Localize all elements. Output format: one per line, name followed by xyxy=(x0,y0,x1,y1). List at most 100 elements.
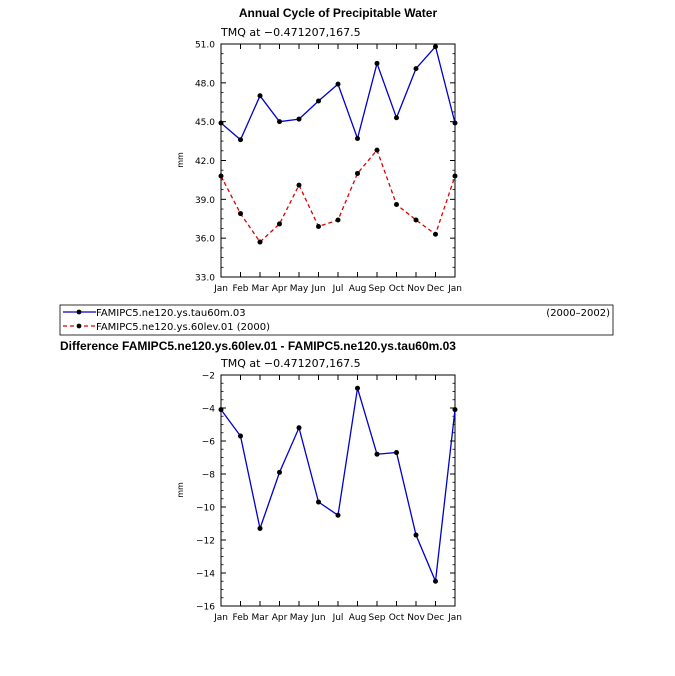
chart2-title: Difference FAMIPC5.ne120.ys.60lev.01 - F… xyxy=(60,339,456,353)
chart2-ylabel: mm xyxy=(176,482,185,498)
chart2-series-1-point xyxy=(394,450,399,456)
chart1-series-1-point xyxy=(238,137,243,143)
chart1-series-2-point xyxy=(355,170,360,176)
chart2-series-1-point xyxy=(238,433,243,439)
legend-marker-series-1 xyxy=(76,309,82,315)
legend-period-series-1: (2000–2002) xyxy=(546,308,610,319)
chart1-series-2-point xyxy=(238,211,243,217)
chart2-ytick-label: −12 xyxy=(196,537,215,547)
chart1-xtick-label: May xyxy=(290,284,309,294)
legend-box xyxy=(59,304,614,336)
chart2-xtick-label: Apr xyxy=(272,613,288,623)
chart1-series-2-point xyxy=(413,217,419,223)
chart1-series-1-point xyxy=(218,120,224,126)
chart1-series-2-point xyxy=(296,182,302,188)
chart1-series-1-point xyxy=(452,120,458,126)
chart2-series xyxy=(218,385,458,584)
chart2-ytick-label: −6 xyxy=(202,438,216,448)
chart2-series-1-point xyxy=(355,385,360,391)
chart2-xtick-label: Dec xyxy=(427,613,444,623)
chart2-ytick-label: −8 xyxy=(202,471,216,481)
chart1-xtick-label: Aug xyxy=(349,284,367,294)
chart1-series-2-point xyxy=(277,221,282,227)
chart2-series-1-point xyxy=(433,578,438,584)
chart2-xtick-label: Jan xyxy=(447,613,462,623)
chart2-series-1-point xyxy=(316,499,321,505)
chart1-series-2-point xyxy=(316,224,321,230)
chart2-ytick-label: −4 xyxy=(202,405,216,415)
chart1-series-line-2 xyxy=(220,148,456,243)
chart1-xtick-label: Jan xyxy=(213,284,228,294)
chart1-xtick-label: Apr xyxy=(272,284,288,294)
chart1-series-1-point xyxy=(257,93,263,99)
chart2-xtick-label: Jul xyxy=(332,613,344,623)
chart1-series-1-point xyxy=(413,66,419,72)
chart1-series-2-point xyxy=(433,231,438,237)
chart1-xtick-label: Jan xyxy=(447,284,462,294)
chart2-xtick-label: Jan xyxy=(213,613,228,623)
chart1-xtick-label: Mar xyxy=(252,284,269,294)
chart1-series-1-point xyxy=(335,81,341,87)
chart2-subtitle: TMQ at −0.471207,167.5 xyxy=(220,357,361,370)
chart1-series-1-point xyxy=(355,135,360,141)
chart1-series-1-point xyxy=(433,44,438,50)
chart2-xtick-label: Aug xyxy=(349,613,367,623)
legend-label-series-1: FAMIPC5.ne120.ys.tau60m.03 xyxy=(96,308,246,319)
chart2-plot-frame xyxy=(220,374,456,607)
chart1-legend: FAMIPC5.ne120.ys.tau60m.03 (2000–2002) F… xyxy=(59,304,614,336)
legend-label-series-2: FAMIPC5.ne120.ys.60lev.01 (2000) xyxy=(96,322,270,333)
chart1-ytick-label: 39.0 xyxy=(195,196,215,206)
chart1-series-2-point xyxy=(335,217,341,223)
chart1-title: Annual Cycle of Precipitable Water xyxy=(239,6,438,20)
chart1-series-2-point xyxy=(257,239,263,245)
chart2-xtick-label: Nov xyxy=(407,613,425,623)
chart1-series-2-point xyxy=(218,173,224,179)
chart1-subtitle: TMQ at −0.471207,167.5 xyxy=(220,26,361,39)
chart2-ytick-label: −14 xyxy=(196,570,215,580)
chart2-series-1-point xyxy=(277,469,282,475)
chart1-xtick-label: Dec xyxy=(427,284,444,294)
chart1-series-2-point xyxy=(452,173,458,179)
chart1-series-1-point xyxy=(296,116,302,122)
chart2-series-1-point xyxy=(413,532,419,538)
chart1-series-1-point xyxy=(316,98,321,104)
chart2-xtick-label: Feb xyxy=(233,613,249,623)
chart2-series-1-point xyxy=(452,407,458,413)
chart2-ytick-label: −10 xyxy=(196,504,215,514)
chart2-series-1-point xyxy=(374,451,380,457)
chart1-series-2-point xyxy=(394,202,399,208)
chart2-series-line-1 xyxy=(220,388,456,584)
chart1-ytick-label: 51.0 xyxy=(195,41,215,51)
chart1-axes: 33.0 36.0 39.0 42.0 45.0 48.0 51.0 Jan Feb Mar Apr… xyxy=(195,41,462,295)
chart1-series-line-1 xyxy=(220,45,456,141)
chart1-xtick-label: Nov xyxy=(407,284,425,294)
chart1-ytick-label: 33.0 xyxy=(195,274,215,284)
chart1-xtick-label: Oct xyxy=(389,284,405,294)
chart2-series-1-point xyxy=(335,512,341,518)
chart1-series xyxy=(218,44,458,245)
chart1-xtick-label: Feb xyxy=(233,284,249,294)
chart2-series-1-point xyxy=(296,425,302,431)
legend-marker-series-2 xyxy=(76,323,82,329)
chart1-series-1-point xyxy=(374,60,380,66)
chart1-ytick-label: 36.0 xyxy=(195,235,215,245)
chart2-axes: −16 −14 −12 −10 −8 −6 −4 −2 Jan Feb Mar Apr May Jun Ju… xyxy=(196,372,462,624)
chart1-series-1-point xyxy=(394,115,399,121)
chart2-xtick-label: Jun xyxy=(310,613,325,623)
chart1-xtick-label: Jun xyxy=(310,284,325,294)
chart2-xtick-label: May xyxy=(290,613,309,623)
chart1-plot-frame xyxy=(220,43,456,278)
chart1-series-1-point xyxy=(277,119,282,125)
chart2-xtick-label: Sep xyxy=(369,613,386,623)
chart1-xtick-label: Jul xyxy=(332,284,344,294)
chart2-xtick-label: Mar xyxy=(252,613,269,623)
chart1-xtick-label: Sep xyxy=(369,284,386,294)
chart2-series-1-point xyxy=(218,407,224,413)
chart1-ytick-label: 48.0 xyxy=(195,79,215,89)
chart1-ytick-label: 45.0 xyxy=(195,118,215,128)
chart2-series-1-point xyxy=(257,525,263,531)
difference-chart: Difference FAMIPC5.ne120.ys.60lev.01 - F… xyxy=(60,339,462,623)
precipitable-water-chart: Annual Cycle of Precipitable Water TMQ a… xyxy=(176,6,462,294)
chart2-ytick-label: −2 xyxy=(202,372,215,382)
